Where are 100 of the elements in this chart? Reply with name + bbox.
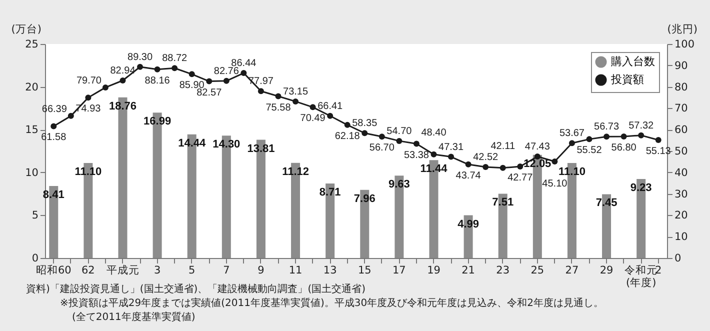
x-tick-label: 令和元 (年度) [624,264,658,289]
data-label: 58.35 [352,118,378,130]
y-axis-title: (万台) [11,22,42,36]
data-label: 43.74 [456,170,482,182]
data-label: 7.45 [596,197,618,210]
x-tick-label: 27 [565,264,579,276]
point [586,136,592,142]
data-label: 9.23 [630,182,652,194]
point [396,138,402,144]
point [154,66,160,72]
data-label: 70.49 [300,113,326,124]
y2-tick-label: 60 [674,124,688,136]
point [344,122,350,128]
x-tick-label: 13 [323,264,337,276]
data-label: 47.31 [438,142,464,153]
x-tick-label: 11 [288,264,302,276]
point [430,151,437,158]
point [310,104,316,110]
data-label: 53.67 [559,128,585,140]
data-label: 18.76 [108,100,137,112]
point [620,133,627,140]
point [206,78,212,84]
y2-tick-label: 70 [674,102,688,115]
x-tick-label: 15 [358,264,372,276]
data-label: 42.77 [508,172,534,184]
data-label: 56.80 [611,142,637,154]
data-label: 13.81 [247,142,275,155]
data-label: 56.70 [369,142,395,154]
point [552,158,558,164]
point [413,140,420,147]
y-tick-label: 0 [32,252,38,264]
data-label: 73.15 [283,86,308,98]
y2-tick-label: 30 [674,188,688,200]
point [223,78,230,84]
y2-tick-label: 90 [674,60,688,72]
data-label: 14.30 [212,138,240,151]
data-label: 14.44 [178,137,207,150]
point [240,70,247,76]
data-label: 82.76 [214,66,240,77]
point [448,154,454,160]
point [638,132,644,138]
point [120,78,126,84]
data-label: 79.70 [76,75,102,86]
data-label: 55.52 [576,145,602,156]
point [655,137,662,144]
text: (全て2011年度基準実質値) [71,311,196,325]
data-label: 88.16 [144,75,170,86]
data-label: 57.32 [628,120,654,132]
point [85,94,92,101]
legend-label: 投資額 [610,73,644,86]
data-label: 42.11 [490,140,516,152]
point [292,98,299,104]
point [188,71,195,78]
y-tick-label: 5 [32,210,38,222]
point [604,134,610,140]
point [137,64,144,70]
x-tick-label: 25 [530,264,544,276]
y-tick-label: 10 [25,166,38,179]
data-label: 8.71 [319,186,341,198]
x-tick-label: 5 [188,264,196,276]
x-tick-label: 62 [82,264,95,276]
text: ※投資額は平成29年度までは実績値(2011年度基準実質値)。平成30年度及び令和元年度は見込み、令和2年度は見通し。 [59,297,604,311]
data-label: 7.51 [492,196,514,209]
data-label: 53.38 [404,150,430,161]
x-tick-label: 昭和60 [36,264,72,276]
point [482,164,489,170]
data-label: 16.99 [144,116,172,128]
y2-axis-title: (兆円) [667,22,698,36]
point [102,84,108,90]
y2-tick-label: 80 [674,81,688,94]
data-label: 47.43 [524,142,550,152]
data-label: 8.41 [42,189,64,202]
y2-tick-label: 100 [674,38,695,50]
x-tick-label: 17 [392,264,406,276]
x-tick-label: 平成元 [106,264,140,276]
x-tick-label: 23 [496,264,510,276]
data-label: 11.10 [74,166,102,178]
x-tick-label: 7 [223,264,230,276]
y2-tick-label: 40 [674,166,688,179]
y-tick-label: 25 [25,38,38,50]
data-label: 11.44 [420,163,448,176]
point [378,134,385,140]
point [50,123,57,130]
y2-tick-label: 20 [674,210,688,222]
data-label: 11.12 [282,166,309,178]
point [517,163,524,170]
y2-tick-label: 10 [674,231,688,244]
x-tick-label: 3 [154,264,161,276]
x-tick-label: 9 [258,264,264,276]
point [172,65,178,72]
data-label: 7.96 [354,192,376,205]
point [500,164,506,171]
data-label: 89.30 [128,52,153,63]
y-tick-label: 20 [25,81,38,94]
x-tick-label: 21 [462,264,475,276]
point [568,140,575,146]
data-label: 82.94 [110,66,136,77]
x-tick-label: 29 [600,264,614,276]
point [258,88,264,94]
data-label: 56.73 [594,122,620,133]
